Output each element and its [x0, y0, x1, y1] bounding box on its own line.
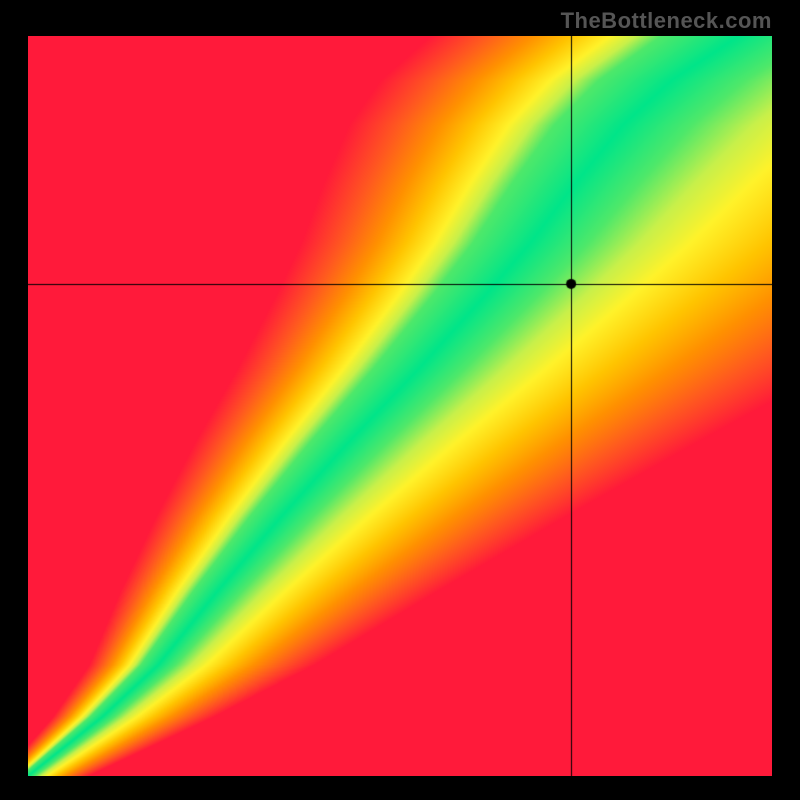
chart-container: TheBottleneck.com [0, 0, 800, 800]
bottleneck-heatmap [28, 36, 772, 776]
watermark-text: TheBottleneck.com [561, 8, 772, 34]
